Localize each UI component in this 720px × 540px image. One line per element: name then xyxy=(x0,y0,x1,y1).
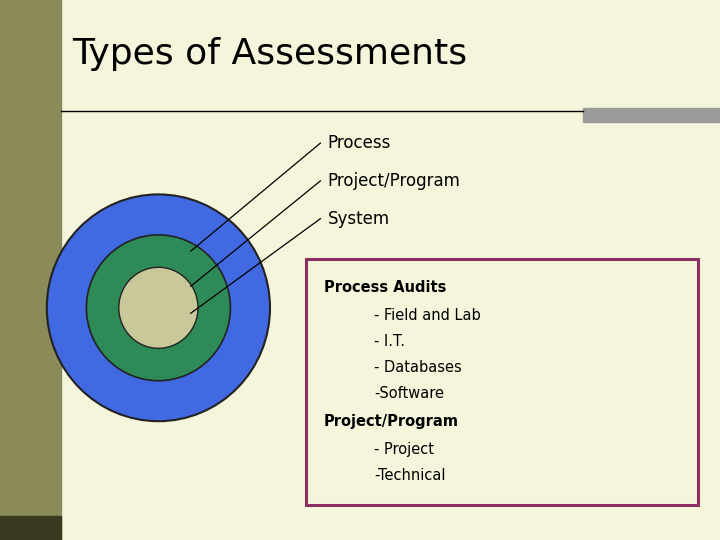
Text: - Project: - Project xyxy=(374,442,434,457)
Text: Process: Process xyxy=(328,134,391,152)
Bar xyxy=(583,108,720,122)
Text: Project/Program: Project/Program xyxy=(328,172,461,190)
Text: -Technical: -Technical xyxy=(374,468,446,483)
Text: - I.T.: - I.T. xyxy=(374,334,405,349)
Bar xyxy=(0,0,61,540)
Text: - Databases: - Databases xyxy=(374,360,462,375)
Text: Project/Program: Project/Program xyxy=(324,414,459,429)
Ellipse shape xyxy=(86,235,230,381)
Text: Process Audits: Process Audits xyxy=(324,280,446,295)
Ellipse shape xyxy=(119,267,198,348)
Text: - Field and Lab: - Field and Lab xyxy=(374,308,481,323)
Ellipse shape xyxy=(47,194,270,421)
Text: -Software: -Software xyxy=(374,386,444,401)
Text: System: System xyxy=(328,210,390,228)
Bar xyxy=(0,516,61,540)
Text: Types of Assessments: Types of Assessments xyxy=(72,37,467,71)
Bar xyxy=(306,259,698,505)
